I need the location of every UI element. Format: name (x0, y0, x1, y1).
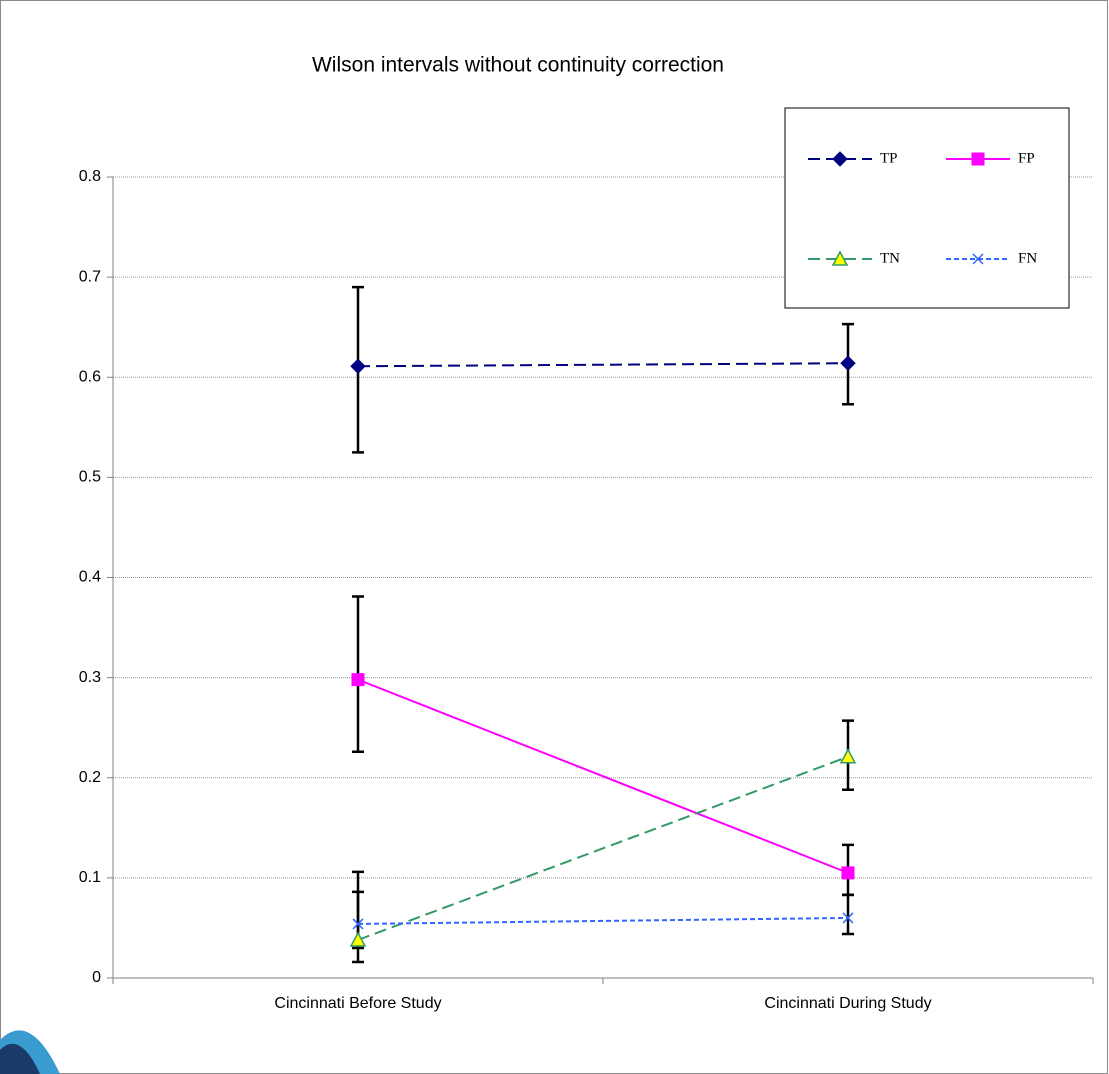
chart: Wilson intervals without continuity corr… (0, 0, 1109, 1074)
y-tick-label: 0 (92, 969, 101, 986)
y-tick-label: 0.7 (79, 268, 101, 285)
chart-title: Wilson intervals without continuity corr… (312, 54, 724, 77)
legend-box (785, 108, 1069, 308)
y-tick-label: 0.1 (79, 869, 101, 886)
y-tick-label: 0.5 (79, 469, 101, 486)
x-tick-label: Cincinnati Before Study (274, 995, 441, 1012)
legend-label: TN (880, 250, 900, 266)
y-tick-label: 0.6 (79, 368, 101, 385)
legend-label: FN (1018, 250, 1037, 266)
page: {"chart_data": {"type": "line", "title":… (0, 0, 1109, 1074)
y-tick-label: 0.4 (79, 569, 101, 586)
y-tick-label: 0.8 (79, 168, 101, 185)
x-tick-label: Cincinnati During Study (764, 995, 931, 1012)
legend-label: TP (880, 150, 898, 166)
legend-marker (972, 153, 984, 165)
marker (352, 674, 364, 686)
legend-label: FP (1018, 150, 1035, 166)
y-tick-label: 0.2 (79, 769, 101, 786)
y-tick-label: 0.3 (79, 669, 101, 686)
marker (842, 867, 854, 879)
